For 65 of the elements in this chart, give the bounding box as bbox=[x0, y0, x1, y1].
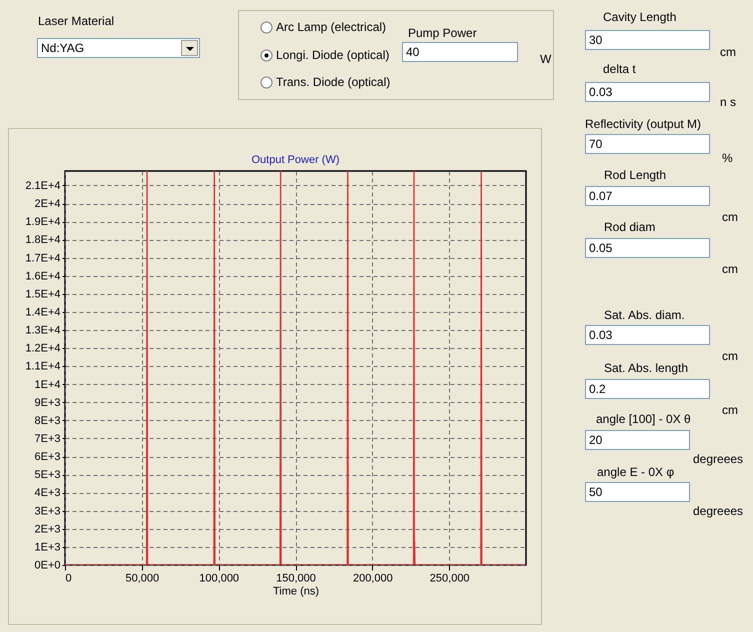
text: cm bbox=[722, 349, 738, 363]
y-tick-label: 1.7E+4 bbox=[25, 252, 60, 264]
y-tick-label: 2E+4 bbox=[34, 198, 60, 210]
text: degreees bbox=[693, 504, 744, 518]
x-tick-label: 150,000 bbox=[276, 572, 316, 584]
y-tick-label: 1.1E+4 bbox=[25, 360, 60, 373]
text-field: 0.2 bbox=[585, 379, 710, 399]
text: Laser Material bbox=[38, 14, 114, 28]
y-tick-label: 1.4E+4 bbox=[25, 306, 60, 318]
text: cm bbox=[722, 210, 738, 224]
text: n s bbox=[720, 95, 736, 109]
text-field: 20 bbox=[585, 430, 690, 450]
y-tick-label: 1.2E+4 bbox=[25, 342, 60, 355]
text-field: 0.07 bbox=[585, 186, 710, 206]
y-tick-label: 1E+4 bbox=[34, 378, 60, 391]
text: delta t bbox=[603, 62, 636, 76]
y-tick-label: 1.5E+4 bbox=[25, 288, 60, 300]
y-tick-label: 1E+3 bbox=[34, 541, 60, 554]
y-tick-label: 5E+3 bbox=[34, 469, 60, 482]
text-field: 0.03 bbox=[585, 325, 710, 345]
text-field: 40 bbox=[402, 42, 518, 62]
x-tick-label: 0 bbox=[66, 572, 72, 584]
text-field: 70 bbox=[585, 134, 710, 154]
y-tick-label: 2.1E+4 bbox=[25, 180, 60, 192]
dropdown-field: Nd:YAG bbox=[37, 38, 200, 58]
y-tick-label: 2E+3 bbox=[34, 523, 60, 536]
y-tick-label: 0E+0 bbox=[34, 560, 60, 572]
text: Rod Length bbox=[604, 168, 666, 182]
y-tick-label: 9E+3 bbox=[34, 396, 60, 409]
text: W bbox=[540, 52, 552, 66]
x-tick-label: 50,000 bbox=[126, 572, 160, 584]
text-field: 50 bbox=[585, 482, 690, 502]
text: angle E - 0X φ bbox=[597, 465, 674, 479]
text-field: 0.03 bbox=[585, 82, 710, 102]
y-tick-label: 4E+3 bbox=[34, 487, 60, 500]
text: Sat. Abs. diam. bbox=[604, 308, 685, 322]
text-field: 30 bbox=[585, 30, 710, 50]
text: Pump Power bbox=[408, 26, 477, 40]
text: Rod diam bbox=[604, 220, 656, 234]
y-tick-label: 6E+3 bbox=[34, 451, 60, 464]
y-tick-label: 1.8E+4 bbox=[25, 234, 60, 246]
text: cm bbox=[722, 262, 738, 276]
x-tick-label: 200,000 bbox=[352, 572, 393, 584]
x-axis-title: Time (ns) bbox=[272, 586, 320, 598]
text: angle [100] - 0X θ bbox=[596, 412, 691, 426]
x-tick-label: 100,000 bbox=[199, 572, 240, 584]
text: Trans. Diode (optical) bbox=[276, 75, 390, 89]
y-tick-label: 1.6E+4 bbox=[25, 270, 60, 282]
x-tick-label: 250,000 bbox=[430, 572, 470, 584]
text: degreees bbox=[693, 452, 744, 466]
text: cm bbox=[722, 403, 738, 417]
text: Cavity Length bbox=[603, 10, 676, 24]
y-tick-label: 1.3E+4 bbox=[25, 324, 60, 337]
text: Reflectivity (output M) bbox=[585, 117, 702, 131]
y-tick-label: 1.9E+4 bbox=[25, 216, 60, 228]
chart-title: Output Power (W) bbox=[251, 154, 340, 166]
y-tick-label: 3E+3 bbox=[34, 505, 60, 518]
y-tick-label: 8E+3 bbox=[34, 414, 60, 427]
y-tick-label: 7E+3 bbox=[34, 432, 60, 445]
text: % bbox=[722, 151, 733, 165]
text-field: 0.05 bbox=[585, 238, 710, 258]
text: Sat. Abs. length bbox=[604, 361, 688, 375]
text: Longi. Diode (optical) bbox=[276, 48, 390, 62]
text: cm bbox=[720, 45, 736, 59]
text: Arc Lamp (electrical) bbox=[276, 20, 386, 34]
